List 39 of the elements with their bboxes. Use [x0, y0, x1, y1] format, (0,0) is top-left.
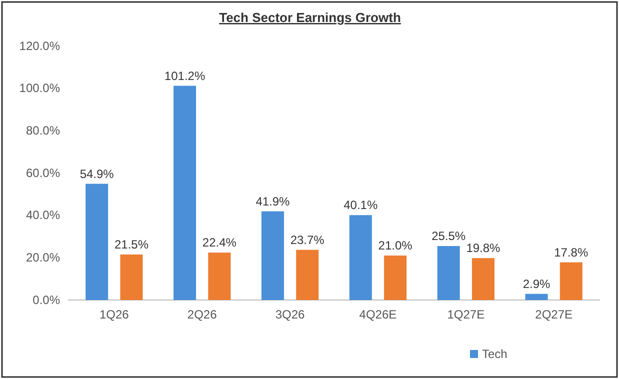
- y-tick-label: 100.0%: [19, 81, 60, 96]
- data-label: 21.5%: [114, 237, 149, 252]
- data-label: 25.5%: [432, 229, 466, 244]
- x-tick-label: 2Q27E: [535, 308, 573, 322]
- bar: [349, 215, 372, 300]
- data-label: 40.1%: [344, 198, 378, 212]
- bar: [525, 294, 548, 300]
- bar: [472, 258, 494, 300]
- x-tick-label: 4Q26E: [359, 308, 397, 322]
- y-tick-label: 60.0%: [26, 166, 60, 180]
- y-tick-label: 40.0%: [26, 208, 60, 222]
- data-label: 19.8%: [466, 241, 501, 256]
- bar: [261, 211, 284, 300]
- y-tick-label: 120.0%: [19, 38, 60, 53]
- x-tick-label: 3Q26: [275, 308, 306, 322]
- data-label: 23.7%: [290, 232, 325, 247]
- legend-label: Tech: [482, 347, 508, 361]
- bar: [120, 254, 143, 300]
- y-tick-label: 80.0%: [26, 124, 60, 138]
- bar: [437, 246, 460, 300]
- data-label: 41.9%: [256, 194, 290, 208]
- bar: [86, 184, 108, 300]
- data-label: 2.9%: [522, 276, 551, 291]
- bar: [384, 256, 407, 300]
- data-label: 17.8%: [554, 245, 588, 260]
- chart-title: Tech Sector Earnings Growth: [219, 10, 401, 25]
- data-label: 21.0%: [378, 238, 413, 253]
- x-tick-label: 1Q27E: [447, 308, 485, 322]
- data-label: 54.9%: [80, 166, 114, 181]
- y-tick-label: 20.0%: [26, 250, 60, 265]
- bar: [174, 86, 196, 300]
- x-tick-label: 1Q26: [99, 308, 130, 322]
- bar: [560, 262, 582, 300]
- bar: [208, 252, 231, 300]
- y-tick-label: 0.0%: [32, 292, 60, 307]
- data-label: 22.4%: [202, 236, 237, 250]
- bar: [296, 250, 319, 300]
- x-tick-label: 2Q26: [187, 308, 218, 322]
- data-label: 101.2%: [164, 68, 206, 83]
